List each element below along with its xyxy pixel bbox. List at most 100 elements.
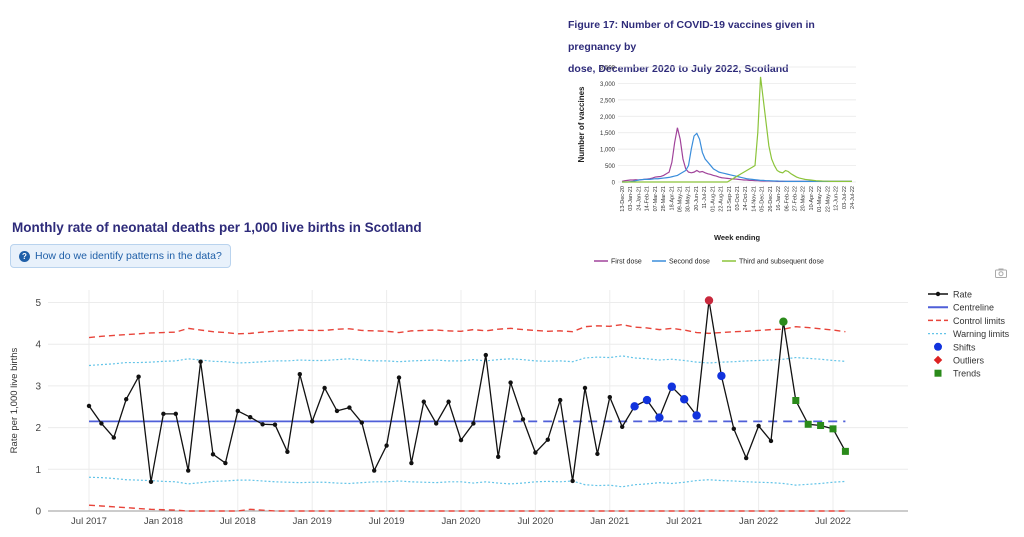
inset-x-tick-label: 07-Mar-21: [653, 186, 659, 211]
rate-point: [520, 417, 526, 422]
rate-line: [88, 300, 846, 482]
inset-y-axis-label: Number of vaccines: [577, 86, 586, 163]
inset-x-tick-label: 28-Mar-21: [661, 186, 667, 211]
inset-x-tick-label: 01-Aug-21: [710, 186, 716, 212]
inset-title: Figure 17: Number of COVID-19 vaccines g…: [568, 14, 868, 80]
x-tick-label: Jul 2018: [220, 516, 256, 527]
inset-x-tick-label: 14-Nov-21: [751, 186, 757, 212]
inset-x-tick-label: 30-May-21: [686, 186, 692, 212]
rate-point: [136, 374, 141, 379]
outlier-point: [704, 296, 714, 305]
rate-point: [99, 421, 104, 426]
camera-icon[interactable]: [995, 268, 1007, 278]
x-tick-label: Jan 2022: [739, 516, 778, 527]
lower-control-limit-line: [88, 504, 846, 512]
rate-point: [595, 451, 600, 457]
shift-point: [680, 395, 689, 404]
rate-point: [86, 403, 92, 409]
legend-label: Outliers: [953, 356, 985, 366]
legend-swatch: [933, 355, 943, 365]
inset-y-tick-label: 3,000: [600, 82, 616, 88]
x-tick-label: Jan 2021: [590, 516, 629, 527]
inset-x-tick-label: 03-Jan-21: [628, 186, 634, 211]
inset-x-tick-label: 01-May-22: [817, 186, 823, 212]
rate-point: [570, 478, 575, 484]
x-tick-label: Jul 2019: [369, 516, 405, 527]
rate-point: [334, 408, 340, 414]
inset-y-tick-label: 1,000: [600, 148, 616, 154]
rate-point: [483, 352, 488, 358]
inset-x-tick-label: 10-Apr-22: [809, 186, 815, 210]
inset-x-axis-label: Week ending: [714, 233, 761, 242]
upper-control-limit-line: [88, 323, 846, 339]
rate-point: [161, 411, 166, 417]
y-tick-label: 5: [35, 298, 41, 309]
shift-point: [692, 411, 701, 420]
rate-point: [124, 397, 129, 402]
rate-point: [260, 422, 265, 427]
inset-y-tick-label: 0: [612, 181, 616, 187]
inset-x-tick-label: 26-Dec-21: [768, 186, 774, 212]
rate-point: [272, 422, 278, 427]
inset-y-tick-label: 1,500: [600, 131, 616, 137]
shift-point: [642, 395, 652, 405]
inset-x-tick-label: 24-Jul-22: [850, 186, 856, 209]
rate-point: [471, 421, 476, 426]
inset-x-tick-label: 16-Jan-22: [776, 186, 782, 211]
inset-x-tick-label: 24-Oct-21: [743, 186, 749, 210]
y-tick-label: 4: [35, 340, 41, 351]
inset-series-line-3: [622, 76, 852, 183]
rate-point: [458, 437, 464, 443]
legend-label: Warning limits: [953, 329, 1010, 339]
trend-point: [779, 317, 788, 326]
inset-y-tick-label: 3,500: [600, 66, 616, 72]
legend-swatch-marker: [935, 291, 941, 297]
inset-series-line-1: [621, 127, 852, 182]
rate-point: [347, 405, 352, 410]
inset-x-tick-label: 14-Feb-21: [645, 186, 651, 211]
inset-title-line2: dose, December 2020 to July 2022, Scotla…: [568, 63, 789, 75]
legend-swatch: [934, 369, 942, 377]
page-title: Monthly rate of neonatal deaths per 1,00…: [12, 220, 422, 235]
main-chart: Jul 2017 Jan 2018 Jul 2018 Jan 2019 Jul 2019…: [9, 290, 1010, 528]
trend-point: [817, 422, 825, 430]
x-tick-label: Jan 2020: [441, 516, 480, 527]
legend-swatch: [934, 342, 942, 351]
rate-point: [731, 426, 736, 432]
rate-point: [173, 411, 178, 417]
rate-point: [744, 455, 749, 461]
x-tick-label: Jul 2020: [517, 516, 553, 527]
inset-y-tick-label: 2,000: [600, 115, 616, 121]
inset-legend-label: First dose: [611, 259, 642, 266]
inset-x-tick-label: 03-Jul-22: [842, 186, 848, 209]
y-tick-label: 1: [35, 465, 41, 476]
rate-point: [111, 435, 117, 440]
inset-x-tick-label: 18-Apr-21: [669, 186, 675, 210]
rate-point: [409, 460, 414, 466]
shift-point: [630, 402, 639, 411]
x-tick-label: Jan 2019: [293, 516, 332, 527]
inset-x-tick-label: 03-Oct-21: [735, 186, 741, 210]
inset-x-tick-label: 20-Jun-21: [694, 186, 700, 211]
legend-label: Control limits: [953, 316, 1006, 326]
inset-chart: 0 500 1,000 1,500 2,000 2,500 3,000 3,500 Number…: [577, 66, 856, 266]
rate-point: [322, 385, 327, 391]
rate-point: [582, 385, 588, 391]
rate-point: [198, 359, 203, 364]
help-button[interactable]: ? How do we identify patterns in the dat…: [10, 244, 231, 268]
inset-figure: Figure 17: Number of COVID-19 vaccines g…: [560, 0, 860, 270]
inset-legend-label: Second dose: [669, 259, 710, 266]
legend-label: Rate: [953, 290, 972, 300]
rate-point: [223, 460, 228, 466]
rate-point: [545, 437, 550, 442]
rate-point: [434, 421, 439, 426]
inset-legend-label: Third and subsequent dose: [739, 259, 824, 266]
rate-point: [496, 454, 501, 459]
legend-label: Centreline: [953, 303, 994, 313]
inset-y-tick-label: 2,500: [600, 98, 616, 104]
x-tick-label: Jul 2017: [71, 516, 107, 527]
rate-point: [421, 399, 426, 404]
shift-point: [655, 413, 664, 422]
inset-series-line-2: [622, 132, 852, 183]
inset-x-tick-label: 05-Dec-21: [760, 186, 766, 212]
